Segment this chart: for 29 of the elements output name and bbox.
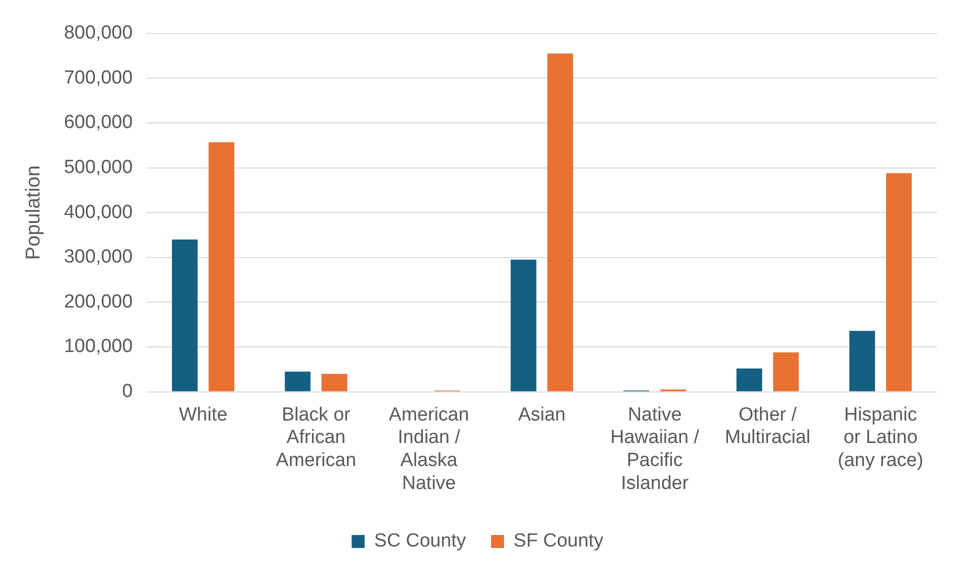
bar [172, 239, 198, 392]
bar [773, 352, 799, 392]
bar [736, 368, 762, 392]
bar [849, 330, 876, 392]
y-tick-label: 600,000 [64, 112, 133, 134]
bar [284, 372, 311, 392]
bar [208, 142, 234, 392]
bar [547, 54, 574, 392]
legend-label: SF County [514, 530, 604, 552]
x-tick-label: Asian [518, 404, 566, 426]
y-tick-label: 100,000 [64, 336, 133, 358]
y-tick-label: 200,000 [64, 291, 133, 312]
legend-label: SC County [374, 530, 467, 552]
bar [510, 260, 536, 392]
bar [322, 374, 348, 392]
bar [886, 173, 912, 392]
x-tick-label: Hispanic or Latino (any race) [838, 404, 924, 472]
y-tick-label: 400,000 [64, 202, 133, 223]
x-tick-label: American Indian / Alaska Native [388, 404, 470, 494]
x-tick-label: Other / Multiracial [724, 404, 810, 448]
y-axis-title: Population [22, 165, 45, 260]
x-tick-label: Black or African American [276, 404, 356, 472]
y-tick-label: 300,000 [64, 246, 133, 268]
x-tick-label: Native Hawaiian / Pacific Islander [610, 404, 700, 494]
y-tick-label: 800,000 [64, 22, 133, 44]
y-tick-label: 500,000 [64, 157, 133, 178]
y-tick-label: 700,000 [64, 67, 133, 88]
x-tick-label: White [178, 404, 228, 426]
y-tick-label: 0 [122, 381, 133, 402]
